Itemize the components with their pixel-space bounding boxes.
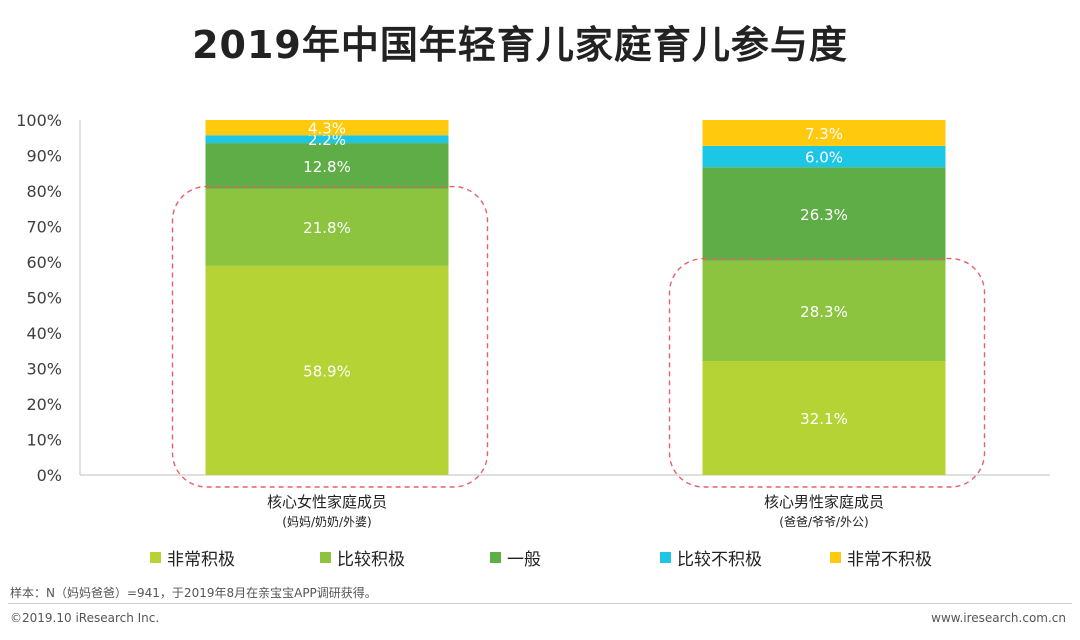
y-tick-label: 70% — [26, 218, 62, 237]
bar-segment — [205, 143, 449, 189]
category-sublabel: (爸爸/爷爷/外公) — [779, 515, 868, 529]
data-label: 28.3% — [800, 303, 848, 321]
category-sublabel: (妈妈/奶奶/外婆) — [282, 515, 371, 529]
bar-segment — [205, 120, 449, 136]
y-tick-label: 80% — [26, 182, 62, 201]
data-label: 7.3% — [805, 125, 843, 143]
website-link[interactable]: www.iresearch.com.cn — [931, 611, 1066, 625]
chart-legend: 非常积极 比较积极 一般 比较不积极 非常不积极 — [150, 545, 1000, 570]
legend-label: 比较积极 — [337, 550, 405, 570]
legend-label: 非常不积极 — [847, 550, 932, 570]
data-label: 2.2% — [308, 131, 346, 149]
data-label: 6.0% — [805, 149, 843, 167]
copyright-text: ©2019.10 iResearch Inc. — [10, 611, 160, 625]
y-tick-label: 20% — [26, 395, 62, 414]
legend-swatch — [830, 552, 841, 563]
bar-segment — [205, 135, 449, 144]
y-tick-label: 90% — [26, 147, 62, 166]
y-tick-label: 100% — [16, 111, 62, 130]
stacked-bar-chart: 0% 10% 20% 30% 40% 50% 60% 70% 80% 90% 100% 58.9% 21… — [16, 111, 1050, 529]
sample-footnote: 样本：N（妈妈爸爸）=941，于2019年8月在亲宝宝APP调研获得。 — [10, 586, 377, 600]
bar-segment — [702, 361, 946, 475]
highlight-outline — [668, 257, 986, 488]
data-label: 32.1% — [800, 410, 848, 428]
bar-segment — [205, 188, 449, 266]
legend-swatch — [660, 552, 671, 563]
category-label: 核心男性家庭成员 — [764, 493, 884, 511]
y-tick-label: 30% — [26, 360, 62, 379]
chart-title: 2019年中国年轻育儿家庭育儿参与度 — [192, 23, 848, 67]
bar-segment — [702, 260, 946, 362]
legend-item: 比较积极 — [320, 545, 490, 570]
legend-swatch — [490, 552, 501, 563]
y-tick-label: 50% — [26, 289, 62, 308]
legend-label: 非常积极 — [167, 550, 235, 570]
y-tick-label: 10% — [26, 431, 62, 450]
y-tick-label: 40% — [26, 324, 62, 343]
highlight-outline — [171, 185, 489, 488]
legend-label: 一般 — [507, 550, 541, 570]
legend-swatch — [150, 552, 161, 563]
y-tick-label: 60% — [26, 253, 62, 272]
legend-swatch — [320, 552, 331, 563]
data-label: 4.3% — [308, 120, 346, 138]
bar-segment — [702, 167, 946, 261]
y-tick-label: 0% — [37, 466, 62, 485]
data-label: 58.9% — [303, 362, 351, 380]
data-label: 26.3% — [800, 206, 848, 224]
footer-divider — [8, 603, 1072, 604]
legend-item: 比较不积极 — [660, 545, 830, 570]
category-label: 核心女性家庭成员 — [267, 493, 387, 511]
legend-item: 非常不积极 — [830, 545, 1000, 570]
legend-item: 非常积极 — [150, 545, 320, 570]
bar-segment — [702, 120, 946, 146]
bar-segment — [205, 265, 449, 475]
legend-item: 一般 — [490, 545, 660, 570]
data-label: 21.8% — [303, 219, 351, 237]
bar-segment — [702, 145, 946, 168]
data-label: 12.8% — [303, 158, 351, 176]
legend-label: 比较不积极 — [677, 550, 762, 570]
